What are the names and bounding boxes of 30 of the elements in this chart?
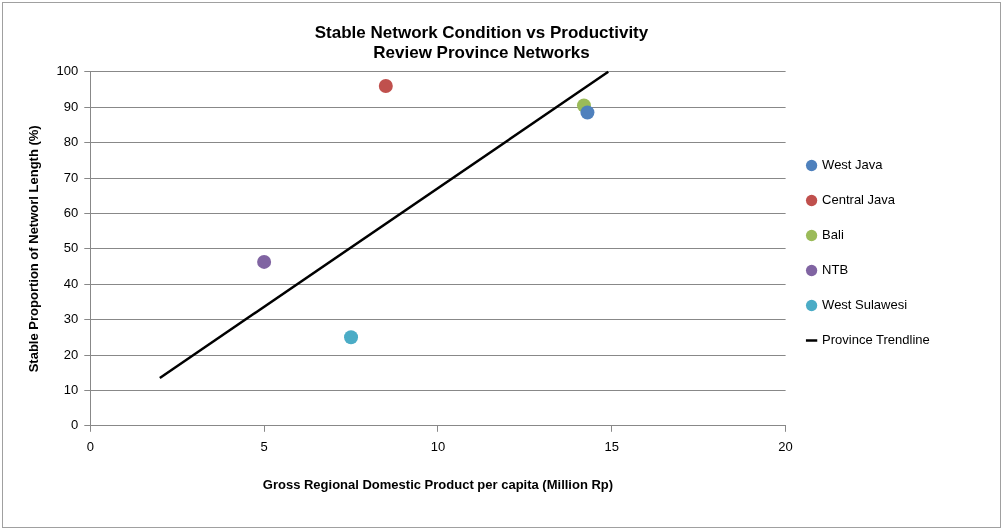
legend-label: Province Trendline (822, 332, 930, 348)
x-axis-title: Gross Regional Domestic Product per capita (Million Rp) (262, 476, 614, 492)
y-tick-label: 50 (63, 240, 79, 256)
legend-label: West Sulawesi (822, 297, 908, 313)
x-tick-label: 10 (430, 439, 446, 455)
legend-label: Central Java (822, 192, 896, 208)
chart-subtitle: Review Province Networks (373, 43, 590, 63)
y-tick-label: 100 (56, 63, 79, 79)
legend-label: NTB (822, 262, 849, 278)
y-tick-label: 40 (63, 275, 79, 291)
point (378, 78, 393, 93)
y-tick-label: 10 (63, 381, 79, 397)
y-tick-label: 80 (63, 134, 79, 150)
y-tick-label: 20 (63, 346, 79, 362)
point (344, 330, 359, 345)
y-tick-label: 30 (63, 311, 79, 327)
x-tick-label: 20 (778, 439, 793, 455)
x-tick-label: 0 (86, 439, 94, 455)
point (257, 254, 272, 269)
x-tick-label: 15 (604, 439, 619, 455)
x-tick-label: 5 (260, 439, 268, 455)
y-tick-label: 90 (63, 98, 79, 114)
y-tick-label: 70 (63, 169, 79, 185)
legend-label: West Java (822, 157, 884, 173)
legend-label: Bali (822, 227, 844, 243)
y-axis-title: Stable Proportion of Networl Length (%) (26, 125, 42, 373)
y-tick-label: 60 (63, 204, 79, 220)
point (580, 105, 595, 120)
chart-title: Stable Network Condition vs Productivity (314, 22, 649, 42)
y-tick-label: 0 (71, 417, 79, 433)
